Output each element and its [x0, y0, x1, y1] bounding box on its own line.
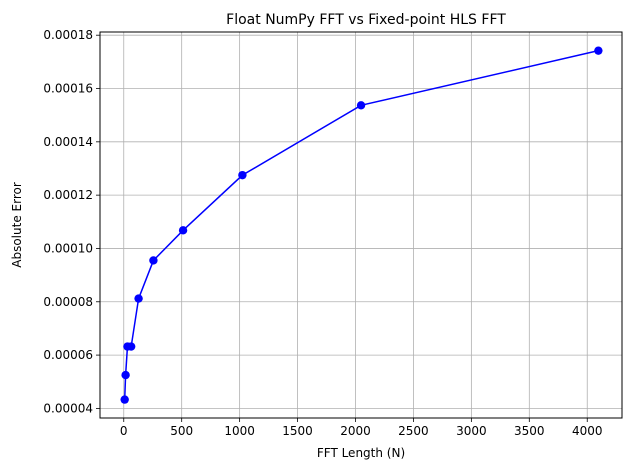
y-tick-label: 0.00008: [43, 295, 93, 309]
data-point: [149, 256, 158, 265]
data-point: [238, 170, 247, 180]
x-tick-label: 2000: [340, 424, 371, 438]
x-axis-label: FFT Length (N): [317, 446, 405, 460]
x-tick-label: 500: [170, 424, 193, 438]
x-tick-label: 3000: [456, 424, 487, 438]
y-tick-label: 0.00012: [43, 188, 93, 202]
x-tick-label: 3500: [514, 424, 545, 438]
x-tick-label: 1000: [224, 424, 255, 438]
x-tick-label: 2500: [398, 424, 429, 438]
chart-title: Float NumPy FFT vs Fixed-point HLS FFT: [226, 12, 506, 28]
y-axis-label: Absolute Error: [10, 182, 24, 268]
data-point: [126, 342, 136, 351]
y-tick-label: 0.00014: [43, 135, 93, 149]
data-point: [594, 46, 603, 55]
x-tick-label: 4000: [572, 424, 603, 438]
x-tick-label: 1500: [282, 424, 313, 438]
y-tick-label: 0.00010: [43, 241, 93, 255]
y-tick-label: 0.00006: [43, 348, 93, 362]
y-axis: 0.00004 0.00006 0.00008 0.00010 0.00012 0.000…: [43, 28, 100, 415]
data-point: [356, 101, 366, 110]
plot-area-frame: [99, 31, 623, 419]
x-tick-label: 0: [120, 424, 128, 438]
y-tick-label: 0.00018: [43, 28, 93, 42]
y-tick-label: 0.00016: [43, 82, 93, 96]
x-axis: 0 500 1000 1500 2000 2500 3000 3500 4000: [120, 418, 603, 438]
y-tick-label: 0.00004: [43, 401, 93, 415]
data-point: [134, 294, 143, 303]
data-point: [178, 226, 188, 235]
data-point: [121, 370, 130, 380]
series-layer: [120, 46, 603, 404]
series-line: [123, 49, 599, 400]
data-point: [120, 395, 129, 404]
grid: [100, 32, 622, 418]
